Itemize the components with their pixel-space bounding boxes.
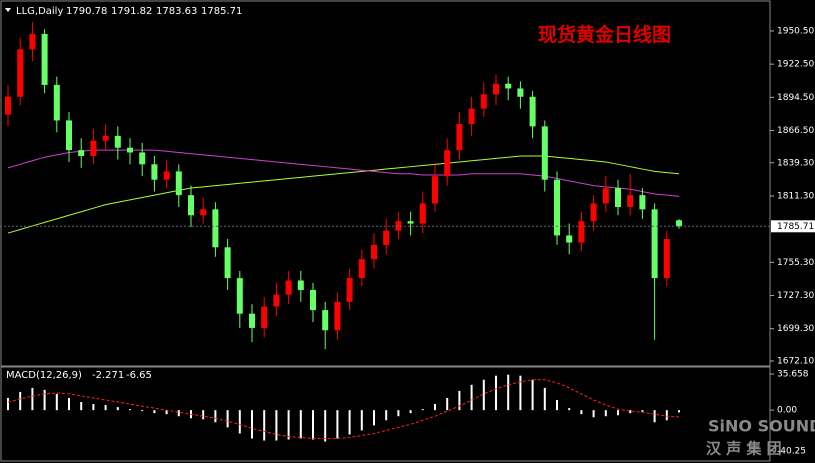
candle-body xyxy=(261,306,268,328)
candle-body xyxy=(273,294,280,307)
candle-body xyxy=(676,220,682,227)
candle-body xyxy=(346,278,353,302)
candle-body xyxy=(602,188,609,204)
y-tick-label: 0.00 xyxy=(777,406,797,416)
candle-body xyxy=(627,195,634,207)
candle-body xyxy=(444,150,451,177)
candle-body xyxy=(200,209,207,216)
candle-body xyxy=(212,209,219,248)
y-tick-label: 35.658 xyxy=(777,370,809,380)
macd-value: -2.271 xyxy=(92,370,124,381)
candle-body xyxy=(639,195,646,210)
candle-body xyxy=(102,135,109,141)
candle-body xyxy=(578,221,585,243)
y-tick-label: 1727.30 xyxy=(777,291,814,301)
candle-body xyxy=(395,221,402,231)
y-tick-label: 1811.30 xyxy=(777,191,814,201)
y-tick-label: 1839.30 xyxy=(777,158,814,168)
watermark-chinese: 汉 声 集 团 xyxy=(706,440,782,458)
candle-body xyxy=(322,310,329,331)
y-tick-label: 1755.30 xyxy=(777,258,814,268)
y-tick-label: 1672.10 xyxy=(777,356,814,366)
y-tick-label: 1866.50 xyxy=(777,126,814,136)
low: 1783.63 xyxy=(156,6,197,17)
candle-body xyxy=(480,94,487,109)
candle-body xyxy=(505,83,512,89)
candle-body xyxy=(29,33,36,50)
moving-average xyxy=(7,155,680,234)
symbol: LLG,Daily xyxy=(16,6,63,17)
open: 1790.78 xyxy=(66,6,107,17)
watermark-brand: SiNO SOUND xyxy=(708,417,815,436)
candle-body xyxy=(334,301,341,331)
candle-body xyxy=(432,176,438,204)
candle-body xyxy=(5,96,11,115)
candle-body xyxy=(493,83,499,95)
candle-body xyxy=(53,84,60,121)
price-frame xyxy=(0,0,771,367)
menu-icon xyxy=(5,8,11,12)
candle-body xyxy=(358,259,365,279)
signal-line xyxy=(7,379,680,440)
candle-body xyxy=(651,209,658,279)
macd-frame xyxy=(0,366,771,462)
high: 1791.82 xyxy=(111,6,152,17)
candle-body xyxy=(468,108,475,125)
candle-body xyxy=(310,289,316,311)
candle-body xyxy=(615,188,621,207)
candle-body xyxy=(541,126,548,180)
candle-body xyxy=(371,244,377,260)
candle-body xyxy=(297,280,304,290)
candle-body xyxy=(114,135,121,148)
y-tick-label: 1894.50 xyxy=(777,93,814,103)
candle-body xyxy=(517,88,524,97)
candle-body xyxy=(163,171,170,180)
candle-body xyxy=(383,230,390,245)
candle-body xyxy=(188,195,194,216)
y-tick-label: 1699.30 xyxy=(777,324,814,334)
candle-body xyxy=(529,96,536,127)
candle-body xyxy=(456,124,463,151)
candle-body xyxy=(175,171,182,196)
candle-body xyxy=(139,152,146,165)
chart-title: 现货黄金日线图 xyxy=(538,23,671,46)
price-tag: 1785.71 xyxy=(777,222,814,232)
candle-body xyxy=(78,150,85,157)
candle-body xyxy=(590,203,597,222)
candle-body xyxy=(554,179,560,236)
candle-body xyxy=(151,164,158,180)
y-tick-label: 1950.50 xyxy=(777,26,814,36)
candle-body xyxy=(17,49,24,97)
candle-body xyxy=(249,313,255,328)
candle-body xyxy=(236,278,243,314)
candle-body xyxy=(224,247,231,279)
y-tick-label: 1922.50 xyxy=(777,60,814,70)
candle-body xyxy=(285,280,292,295)
y-tick-label: -40.25 xyxy=(777,446,806,456)
close: 1785.71 xyxy=(201,6,242,17)
candle-body xyxy=(407,221,414,224)
price-tag-bg xyxy=(771,220,815,233)
macd-name: MACD(12,26,9) xyxy=(6,370,82,381)
moving-average xyxy=(7,149,680,197)
candle-body xyxy=(41,33,48,85)
candle-body xyxy=(419,203,426,224)
candle-body xyxy=(90,140,97,157)
candle-body xyxy=(566,235,573,243)
candle-body xyxy=(66,120,72,151)
candle-body xyxy=(127,147,133,153)
candle-body xyxy=(663,238,670,279)
signal-value: -6.65 xyxy=(126,370,152,381)
